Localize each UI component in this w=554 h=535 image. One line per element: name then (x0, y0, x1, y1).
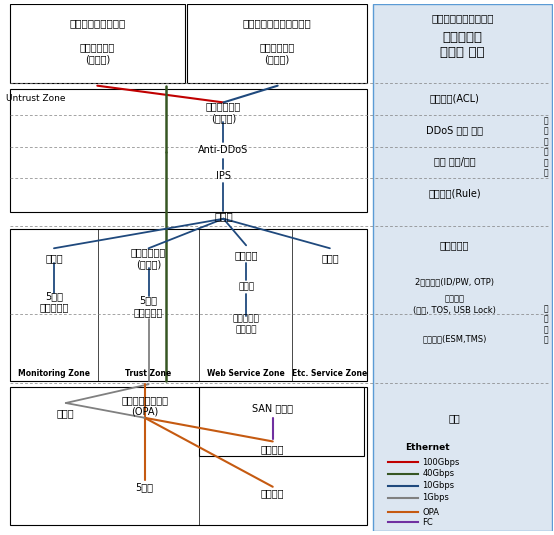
Text: Untrust Zone: Untrust Zone (7, 94, 66, 103)
Text: 2단계인증(ID/PW, OTP): 2단계인증(ID/PW, OTP) (415, 277, 494, 286)
Text: Anti-DDoS: Anti-DDoS (198, 145, 249, 155)
Text: 외부네트워크
(스위치): 외부네트워크 (스위치) (206, 102, 241, 123)
Text: 네
트
워
크
보
안: 네 트 워 크 보 안 (543, 116, 548, 177)
Text: 웹공격대용: 웹공격대용 (440, 240, 469, 250)
Bar (9, 387, 367, 525)
Text: Ethernet: Ethernet (405, 443, 450, 452)
Text: 외부네트워크
(스위치): 외부네트워크 (스위치) (259, 42, 295, 64)
Text: 방화벽: 방화벽 (214, 211, 233, 221)
Text: 스위치: 스위치 (57, 408, 75, 418)
Text: 5호기: 5호기 (136, 482, 153, 492)
Text: 스위치: 스위치 (321, 253, 338, 263)
Text: 서
버
보
안: 서 버 보 안 (543, 304, 548, 344)
Text: 통합관제(ESM,TMS): 통합관제(ESM,TMS) (422, 334, 487, 343)
Bar (373, 4, 552, 531)
Text: 사용자지원
홈페이지: 사용자지원 홈페이지 (233, 315, 260, 334)
Text: 과학기술연구망센터: 과학기술연구망센터 (69, 19, 125, 28)
Text: FC: FC (423, 518, 433, 527)
Text: 백업: 백업 (449, 413, 460, 423)
Text: Trust Zone: Trust Zone (125, 369, 172, 378)
Text: Web Service Zone: Web Service Zone (207, 369, 285, 378)
Text: IPS: IPS (216, 171, 231, 181)
Text: 스위치: 스위치 (238, 282, 254, 291)
Bar (187, 4, 367, 83)
Text: Etc. Service Zone: Etc. Service Zone (293, 369, 367, 378)
Bar (199, 387, 365, 456)
Bar (9, 89, 367, 212)
Text: 외부네트워크
(스위치): 외부네트워크 (스위치) (80, 42, 115, 64)
Text: 100Gbps: 100Gbps (423, 457, 460, 467)
Text: 과학기술사이버안전센터: 과학기술사이버안전센터 (243, 19, 311, 28)
Text: 서버보안
(백신, TOS, USB Lock): 서버보안 (백신, TOS, USB Lock) (413, 295, 496, 314)
Text: DDoS 공격 대용: DDoS 공격 대용 (426, 125, 483, 135)
Text: 접근제어(Rule): 접근제어(Rule) (428, 188, 481, 198)
Bar (9, 228, 367, 381)
Text: 웹방화벽: 웹방화벽 (234, 250, 258, 260)
Text: 40Gbps: 40Gbps (423, 469, 455, 478)
Text: 침입 탐지/차단: 침입 탐지/차단 (434, 157, 475, 166)
Text: 5호기
인프라노드: 5호기 인프라노드 (134, 296, 163, 317)
Text: SAN 스위치: SAN 스위치 (252, 403, 293, 413)
Text: OPA: OPA (423, 508, 439, 517)
Text: 아카이빙: 아카이빙 (261, 445, 285, 454)
Text: 슈퍼컴퓨터
단계별 보안: 슈퍼컴퓨터 단계별 보안 (440, 31, 485, 59)
Text: 내부네트워크
(스위치): 내부네트워크 (스위치) (131, 247, 166, 269)
Bar (9, 4, 185, 83)
Text: 접근제어(ACL): 접근제어(ACL) (429, 94, 480, 103)
Text: 스위치: 스위치 (45, 253, 63, 263)
Text: 5호기
종합상황실: 5호기 종합상황실 (39, 291, 69, 312)
Text: 고성능인터커넥트
(OPA): 고성능인터커넥트 (OPA) (121, 395, 168, 417)
Text: 1Gbps: 1Gbps (423, 493, 449, 502)
Text: 10Gbps: 10Gbps (423, 482, 455, 490)
Text: 슈퍼컴퓨팅인프라센터: 슈퍼컴퓨팅인프라센터 (431, 13, 494, 22)
Text: Monitoring Zone: Monitoring Zone (18, 369, 90, 378)
Text: 스토리지: 스토리지 (261, 488, 285, 499)
